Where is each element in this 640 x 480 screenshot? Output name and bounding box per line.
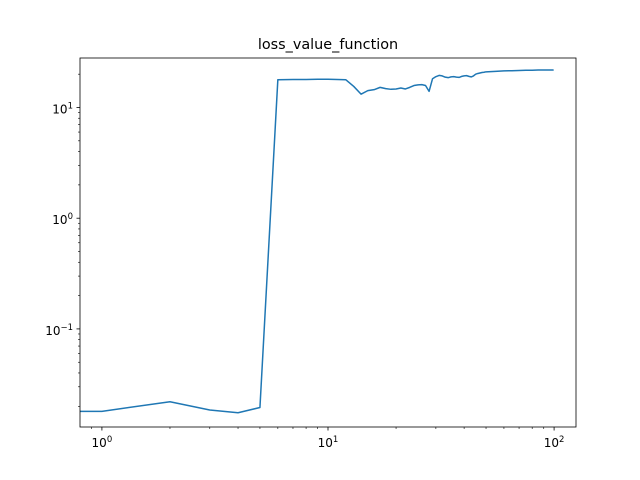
y-tick-label: 101: [52, 102, 73, 117]
y-tick-label: 100: [52, 212, 73, 227]
minor-ticks: [78, 73, 545, 429]
x-tick-label: 102: [544, 435, 565, 450]
tick-labels: 100 101 102 10−1 100 101: [45, 102, 564, 450]
series-layer: [80, 69, 554, 414]
x-tick-label: 101: [318, 435, 339, 450]
series-line: [80, 69, 554, 414]
axes-frame: [79, 57, 577, 428]
x-tick-label: 100: [92, 435, 113, 450]
y-tick-label: 10−1: [45, 323, 73, 338]
chart-title: loss_value_function: [258, 37, 398, 53]
major-ticks: [76, 107, 555, 431]
